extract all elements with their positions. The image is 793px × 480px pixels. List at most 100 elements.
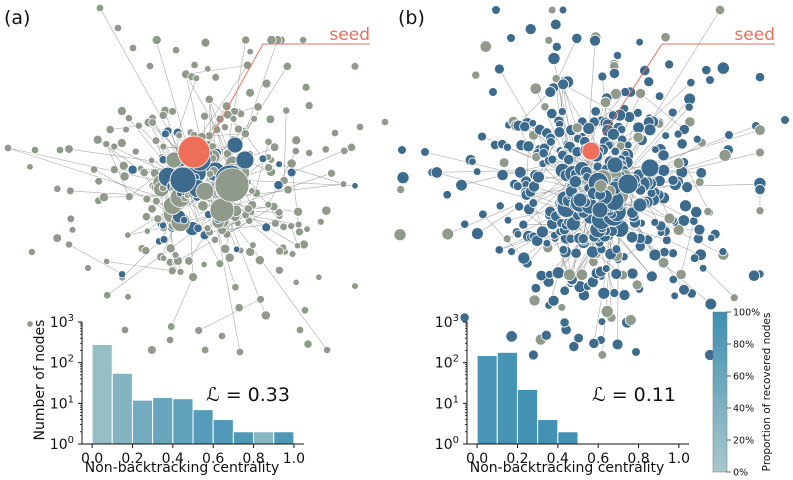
colorbar-tick-label: 60%: [733, 372, 754, 383]
network-node: [632, 131, 644, 143]
network-node: [274, 207, 284, 217]
network-node: [393, 228, 407, 242]
network-hub-node: [640, 158, 660, 178]
network-node: [540, 329, 552, 341]
network-node: [103, 257, 111, 266]
network-node: [261, 222, 272, 233]
network-node: [200, 37, 211, 48]
network-node: [514, 166, 527, 179]
network-node: [224, 252, 235, 263]
network-node: [657, 256, 670, 269]
seed-label-b: seed: [734, 25, 775, 45]
network-node: [265, 114, 276, 125]
network-node: [547, 52, 561, 66]
network-node: [557, 107, 567, 117]
network-edge: [170, 277, 194, 327]
x-tick-label: 0.4: [547, 451, 569, 467]
network-edge: [185, 74, 218, 130]
network-node: [754, 184, 766, 196]
network-node: [635, 87, 647, 99]
x-tick-label: 0.8: [242, 451, 264, 467]
network-node: [610, 146, 620, 157]
network-nodes: [393, 4, 790, 361]
network-node: [119, 171, 130, 182]
network-node: [68, 226, 77, 234]
network-node: [546, 136, 556, 147]
network-node: [171, 45, 181, 55]
network-node: [557, 78, 569, 91]
network-hub-node: [606, 156, 624, 174]
network-node: [549, 18, 562, 31]
network-node: [158, 110, 168, 120]
network-node: [724, 130, 734, 140]
network-node: [661, 235, 672, 246]
histogram-bar: [496, 351, 518, 445]
network-node: [116, 138, 127, 148]
network-node: [513, 229, 523, 239]
network-node: [496, 168, 509, 182]
network-node: [197, 200, 209, 212]
network-node: [192, 74, 201, 83]
network-node: [294, 220, 303, 229]
network-edge: [215, 128, 228, 166]
y-tick-label: 101: [50, 394, 74, 412]
network-node: [380, 117, 390, 127]
network-node: [288, 250, 297, 258]
histogram-bar: [232, 431, 255, 445]
network-node: [200, 111, 210, 121]
network-node: [30, 145, 40, 155]
network-node: [220, 123, 229, 132]
x-tick-label: 0.0: [466, 451, 488, 467]
network-node: [188, 272, 199, 283]
network-node: [153, 214, 163, 224]
network-node: [159, 235, 169, 244]
xlabel-b: Non-backtracking centrality: [470, 460, 665, 476]
network-node: [582, 122, 596, 135]
network-node: [528, 294, 541, 307]
network-node: [248, 187, 256, 195]
network-node: [538, 148, 549, 159]
network-node: [624, 314, 637, 326]
network-node: [590, 106, 601, 117]
network-node: [147, 345, 157, 355]
network-node: [597, 317, 607, 326]
network-node: [232, 245, 241, 254]
l-value-b: ℒ = 0.11: [592, 384, 676, 406]
network-node: [494, 63, 505, 75]
network-edge: [243, 180, 356, 187]
network-node: [127, 164, 138, 175]
network-node: [293, 206, 304, 217]
network-node: [519, 121, 531, 133]
network-node: [679, 199, 692, 213]
colorbar-gradient: [712, 311, 728, 473]
ylabel-a: Number of nodes: [32, 320, 48, 441]
network-node: [544, 86, 557, 98]
network-node: [234, 303, 244, 313]
network-node: [606, 127, 620, 141]
network-node: [491, 5, 501, 15]
network-node: [321, 145, 330, 154]
network-node: [275, 160, 283, 169]
network-node: [558, 5, 568, 15]
network-node: [113, 23, 123, 33]
network-node: [64, 144, 74, 154]
network-node: [283, 185, 293, 195]
network-node: [167, 322, 176, 331]
network-node: [264, 137, 273, 147]
network-node: [568, 340, 580, 353]
histogram-bar: [192, 409, 214, 445]
network-node: [95, 3, 105, 13]
network-node: [64, 240, 74, 249]
network-node: [220, 243, 231, 254]
y-tick-label: 102: [435, 354, 459, 372]
network-node: [282, 106, 291, 115]
network-node: [250, 114, 258, 123]
network-node: [601, 264, 611, 274]
network-node: [346, 142, 357, 152]
network-node: [286, 167, 297, 178]
network-node: [273, 180, 284, 191]
network-node: [323, 345, 332, 355]
network-node: [231, 283, 240, 292]
network-node: [52, 233, 63, 243]
y-tick-label: 102: [50, 354, 74, 372]
